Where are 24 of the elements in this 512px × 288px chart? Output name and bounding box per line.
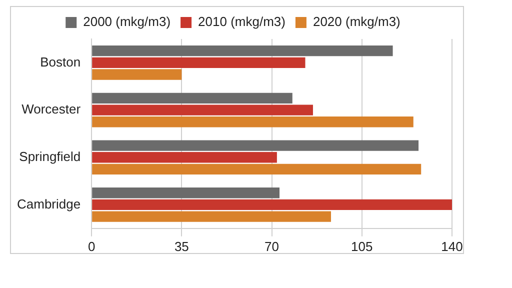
x-tick-label: 35 — [174, 238, 189, 254]
legend-label: 2000 (mkg/m3) — [83, 14, 171, 30]
bar — [92, 116, 414, 128]
bar — [92, 152, 277, 163]
bar — [92, 211, 332, 222]
bar — [92, 104, 313, 116]
bar — [92, 199, 452, 210]
x-tick-label: 0 — [88, 238, 96, 254]
x-tick-label: 70 — [264, 238, 280, 254]
y-tick-label: Springfield — [19, 148, 81, 164]
x-tick-label: 140 — [441, 238, 463, 254]
bar — [92, 164, 422, 175]
y-tick-label: Worcester — [22, 102, 82, 117]
bar — [92, 57, 306, 68]
x-tick-label: 105 — [351, 238, 373, 254]
y-tick-label: Cambridge — [16, 196, 81, 212]
bar — [92, 69, 182, 80]
legend-label: 2010 (mkg/m3) — [198, 14, 286, 30]
bar — [92, 46, 393, 56]
bar — [92, 188, 280, 198]
y-tick-label: Boston — [40, 54, 81, 70]
bar — [92, 140, 419, 151]
bar — [92, 92, 292, 104]
legend-label: 2020 (mkg/m3) — [312, 14, 400, 30]
